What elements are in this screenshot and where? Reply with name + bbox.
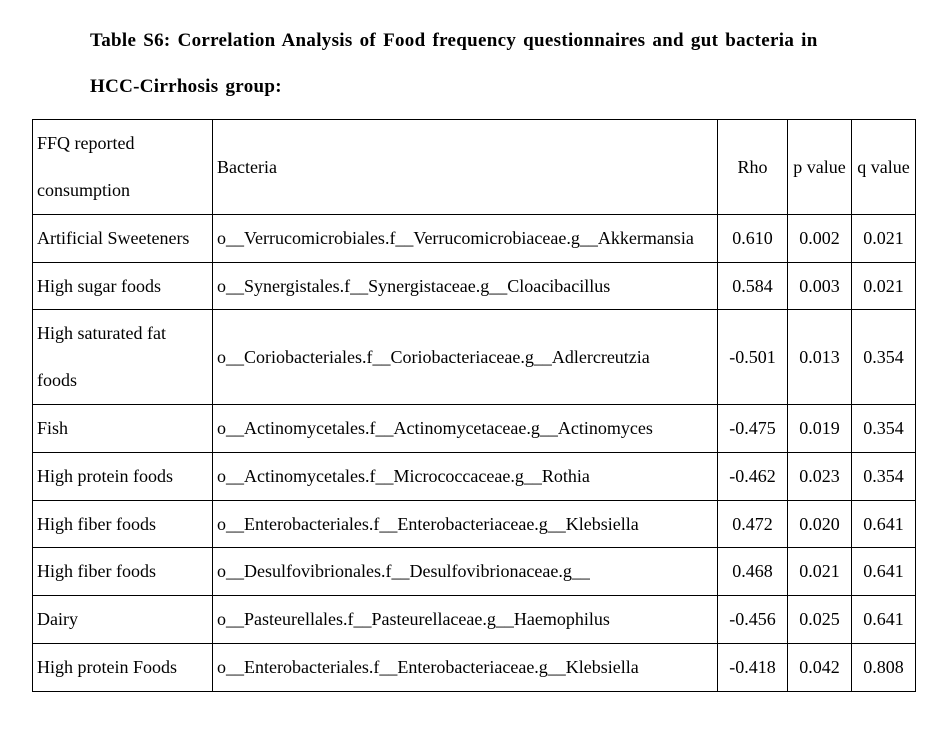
table-row: High fiber foods o__Desulfovibrionales.f…: [33, 548, 916, 596]
cell-q: 0.021: [852, 214, 916, 262]
cell-rho: 0.472: [718, 500, 788, 548]
cell-p: 0.020: [788, 500, 852, 548]
page: Table S6: Correlation Analysis of Food f…: [0, 0, 949, 732]
cell-bacteria: o__Actinomycetales.f__Micrococcaceae.g__…: [213, 452, 718, 500]
cell-rho: -0.456: [718, 596, 788, 644]
cell-p: 0.025: [788, 596, 852, 644]
cell-rho: -0.475: [718, 404, 788, 452]
cell-rho: 0.584: [718, 262, 788, 310]
table-row: High sugar foods o__Synergistales.f__Syn…: [33, 262, 916, 310]
col-header-rho: Rho: [718, 120, 788, 215]
cell-bacteria: o__Synergistales.f__Synergistaceae.g__Cl…: [213, 262, 718, 310]
table-row: Artificial Sweeteners o__Verrucomicrobia…: [33, 214, 916, 262]
cell-p: 0.013: [788, 310, 852, 405]
col-header-qvalue: q value: [852, 120, 916, 215]
cell-p: 0.023: [788, 452, 852, 500]
cell-bacteria: o__Enterobacteriales.f__Enterobacteriace…: [213, 643, 718, 691]
table-row: Fish o__Actinomycetales.f__Actinomycetac…: [33, 404, 916, 452]
table-row: High fiber foods o__Enterobacteriales.f_…: [33, 500, 916, 548]
cell-q: 0.808: [852, 643, 916, 691]
table-row: High saturated fat foods o__Coriobacteri…: [33, 310, 916, 405]
cell-bacteria: o__Actinomycetales.f__Actinomycetaceae.g…: [213, 404, 718, 452]
table-row: High protein Foods o__Enterobacteriales.…: [33, 643, 916, 691]
col-header-bacteria: Bacteria: [213, 120, 718, 215]
cell-q: 0.354: [852, 452, 916, 500]
table-header-row: FFQ reported consumption Bacteria Rho p …: [33, 120, 916, 215]
cell-bacteria: o__Verrucomicrobiales.f__Verrucomicrobia…: [213, 214, 718, 262]
table-row: High protein foods o__Actinomycetales.f_…: [33, 452, 916, 500]
cell-ffq: High sugar foods: [33, 262, 213, 310]
title-line-2: HCC-Cirrhosis group:: [90, 64, 877, 110]
title-block: Table S6: Correlation Analysis of Food f…: [32, 18, 917, 109]
cell-ffq: High protein foods: [33, 452, 213, 500]
cell-q: 0.354: [852, 310, 916, 405]
cell-p: 0.002: [788, 214, 852, 262]
cell-bacteria: o__Desulfovibrionales.f__Desulfovibriona…: [213, 548, 718, 596]
title-line-1: Table S6: Correlation Analysis of Food f…: [90, 18, 877, 64]
cell-ffq: High saturated fat foods: [33, 310, 213, 405]
cell-ffq: Artificial Sweeteners: [33, 214, 213, 262]
cell-q: 0.641: [852, 548, 916, 596]
cell-rho: -0.501: [718, 310, 788, 405]
col-header-ffq: FFQ reported consumption: [33, 120, 213, 215]
correlation-table: FFQ reported consumption Bacteria Rho p …: [32, 119, 916, 692]
cell-q: 0.641: [852, 500, 916, 548]
cell-ffq: High fiber foods: [33, 500, 213, 548]
cell-q: 0.354: [852, 404, 916, 452]
cell-ffq: Fish: [33, 404, 213, 452]
cell-bacteria: o__Coriobacteriales.f__Coriobacteriaceae…: [213, 310, 718, 405]
cell-q: 0.021: [852, 262, 916, 310]
cell-rho: -0.418: [718, 643, 788, 691]
cell-p: 0.021: [788, 548, 852, 596]
col-header-pvalue: p value: [788, 120, 852, 215]
cell-rho: 0.468: [718, 548, 788, 596]
cell-p: 0.042: [788, 643, 852, 691]
cell-q: 0.641: [852, 596, 916, 644]
cell-p: 0.019: [788, 404, 852, 452]
cell-ffq: High fiber foods: [33, 548, 213, 596]
cell-p: 0.003: [788, 262, 852, 310]
cell-rho: -0.462: [718, 452, 788, 500]
table-row: Dairy o__Pasteurellales.f__Pasteurellace…: [33, 596, 916, 644]
cell-bacteria: o__Pasteurellales.f__Pasteurellaceae.g__…: [213, 596, 718, 644]
cell-rho: 0.610: [718, 214, 788, 262]
cell-ffq: High protein Foods: [33, 643, 213, 691]
cell-ffq: Dairy: [33, 596, 213, 644]
cell-bacteria: o__Enterobacteriales.f__Enterobacteriace…: [213, 500, 718, 548]
